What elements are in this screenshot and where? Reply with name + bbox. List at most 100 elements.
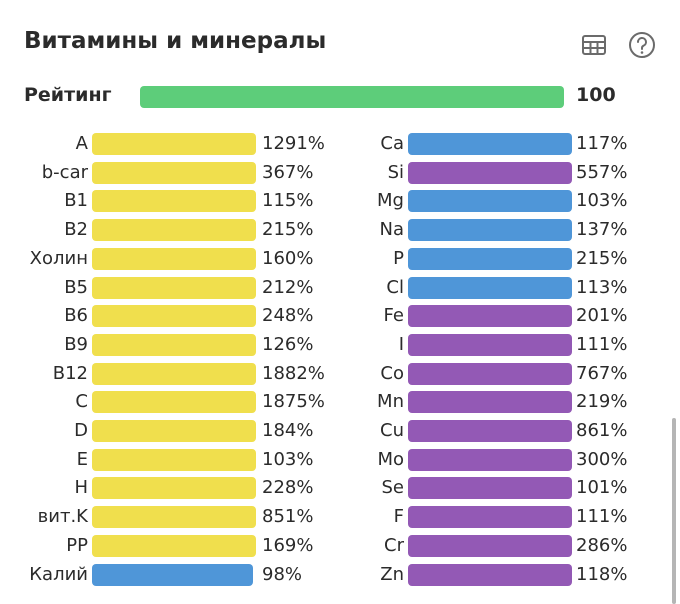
nutrient-bar [92,448,256,471]
nutrient-row: Mg 103% [0,187,680,215]
nutrient-label: B9 [64,333,88,355]
nutrient-value: 184% [262,420,314,441]
nutrient-value: 126% [262,333,314,355]
nutrient-row: B1 115% [0,187,680,215]
section-title: Витамины и минералы [24,28,327,54]
nutrient-bar [408,276,572,299]
nutrient-row: I 111% [0,331,680,359]
nutrient-bar [92,133,256,155]
nutrient-row: D 184% [0,417,680,445]
nutrient-bar [408,477,572,500]
nutrient-label: C [75,391,88,413]
nutrient-value: 98% [262,563,303,585]
nutrient-label: F [393,506,404,528]
nutrient-label: B1 [64,190,88,212]
nutrient-row: Cr 286% [0,532,680,560]
nutrient-row: Ca 117% [0,130,680,158]
nutrient-value: 248% [262,305,314,327]
nutrient-label: Zn [380,563,404,585]
nutrient-row: PP 169% [0,532,680,560]
nutrient-label: B5 [64,276,88,298]
nutrient-bar [408,448,572,471]
nutrient-row: P 215% [0,245,680,273]
nutrient-row: Cl 113% [0,274,680,302]
nutrient-row: B6 248% [0,302,680,330]
nutrient-label: вит.K [37,506,88,528]
nutrient-bar [92,305,256,328]
nutrient-label: D [74,420,88,441]
nutrient-value: 767% [576,362,628,384]
nutrient-value: 103% [576,190,628,212]
nutrient-bar [92,190,256,213]
nutrient-value: 113% [576,276,628,298]
nutrient-bar [92,161,256,184]
nutrient-row: Co 767% [0,360,680,388]
nutrient-bar [408,391,572,414]
nutrient-bar [408,133,572,155]
nutrient-bar [408,506,572,529]
nutrient-value: 215% [576,247,628,269]
nutrient-label: Cr [384,534,404,556]
nutrient-label: Mn [377,391,404,413]
nutrient-row: Калий 98% [0,561,680,589]
nutrient-label: Калий [29,563,88,585]
nutrient-row: B5 212% [0,274,680,302]
nutrient-label: A [75,133,88,154]
nutrient-label: Холин [29,247,88,269]
nutrient-label: E [76,448,88,470]
nutrient-value: 1875% [262,391,325,413]
nutrient-value: 861% [576,420,628,441]
nutrient-value: 111% [576,506,628,528]
nutrient-row: вит.K 851% [0,503,680,531]
nutrient-row: Холин 160% [0,245,680,273]
nutrient-label: Mo [377,448,404,470]
nutrient-value: 286% [576,534,628,556]
nutrient-value: 851% [262,506,314,528]
nutrient-label: Ca [380,133,404,154]
rating-bar [140,86,564,108]
nutrient-value: 367% [262,161,314,183]
nutrient-row: Mn 219% [0,388,680,416]
table-icon[interactable] [579,30,609,60]
nutrient-value: 215% [262,219,314,241]
scrollbar[interactable] [672,418,676,604]
nutrient-label: B6 [64,305,88,327]
nutrient-label: Si [387,161,404,183]
nutrient-value: 169% [262,534,314,556]
nutrient-bar [408,563,572,586]
help-icon[interactable] [627,30,657,60]
nutrient-row: Se 101% [0,474,680,502]
nutrient-bar [408,333,572,356]
nutrient-value: 118% [576,563,628,585]
nutrient-row: H 228% [0,474,680,502]
nutrient-label: H [74,477,88,499]
nutrient-value: 117% [576,133,628,154]
nutrient-row: Na 137% [0,216,680,244]
rating-value: 100 [576,84,616,106]
nutrient-row: Mo 300% [0,446,680,474]
nutrient-bar [92,362,256,385]
nutrient-value: 300% [576,448,628,470]
nutrient-label: B2 [64,219,88,241]
nutrient-value: 115% [262,190,314,212]
nutrient-row: A 1291% [0,130,680,158]
nutrient-bar [92,563,253,586]
nutrient-label: Co [380,362,404,384]
nutrient-label: Na [379,219,405,241]
nutrient-row: C 1875% [0,388,680,416]
nutrient-label: Cu [380,420,404,441]
nutrient-row: F 111% [0,503,680,531]
nutrient-bar [92,247,256,270]
nutrient-bar [92,477,256,500]
nutrient-row: Cu 861% [0,417,680,445]
nutrient-value: 160% [262,247,314,269]
nutrient-row: Zn 118% [0,561,680,589]
nutrient-value: 111% [576,333,628,355]
nutrient-bar [408,190,572,213]
rating-label: Рейтинг [24,84,112,106]
nutrient-label: I [398,333,404,355]
nutrient-row: b-car 367% [0,159,680,187]
nutrient-label: Se [381,477,405,499]
nutrient-bar [408,420,572,442]
nutrient-value: 219% [576,391,628,413]
